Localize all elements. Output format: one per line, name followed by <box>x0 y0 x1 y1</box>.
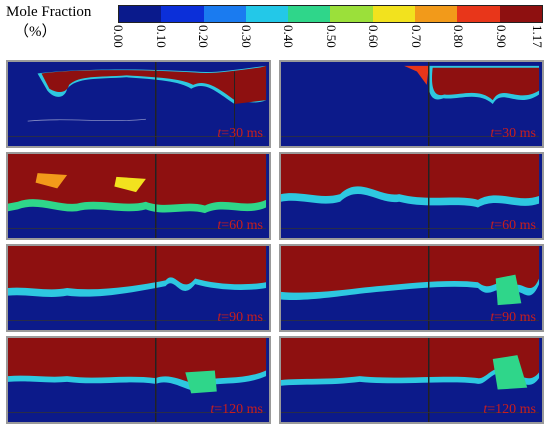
colorbar-tick-label: 0.20 <box>196 25 211 48</box>
time-label: t=30 ms <box>217 126 263 142</box>
time-variable: t <box>217 126 222 141</box>
time-label: t=120 ms <box>210 402 263 418</box>
time-value: =120 ms <box>487 402 536 417</box>
colorbar-tick-label: 1.17 <box>530 25 545 48</box>
colorbar-ticks: 0.00 0.10 0.20 0.30 0.40 0.50 0.60 0.70 … <box>111 25 545 57</box>
time-value: =60 ms <box>221 218 263 233</box>
time-value: =60 ms <box>494 218 536 233</box>
legend-unit: （%） <box>14 24 57 40</box>
simulation-panel-t60-right: t=60 ms <box>279 152 544 240</box>
panel-contour <box>281 246 542 330</box>
time-label: t=60 ms <box>490 218 536 234</box>
colorbar-tick-label: 0.30 <box>238 25 254 48</box>
time-value: =90 ms <box>494 310 536 325</box>
time-variable: t <box>217 218 222 233</box>
colorbar-segment <box>288 6 331 22</box>
time-label: t=90 ms <box>490 310 536 326</box>
legend-title-text: Mole Fraction <box>6 4 92 20</box>
colorbar-segment <box>330 6 373 22</box>
colorbar-segment <box>119 6 162 22</box>
time-label: t=120 ms <box>483 402 536 418</box>
colorbar-tick-label: 0.90 <box>493 25 509 48</box>
time-variable: t <box>483 402 488 417</box>
colorbar-tick-label: 0.00 <box>111 25 126 48</box>
colorbar-tick-label: 0.50 <box>323 25 339 48</box>
time-label: t=60 ms <box>217 218 263 234</box>
colorbar-segment <box>245 6 289 22</box>
time-value: =30 ms <box>494 126 536 141</box>
panel-contour <box>8 62 269 146</box>
panel-contour <box>281 154 542 238</box>
simulation-panel-t120-right: t=120 ms <box>279 336 544 424</box>
colorbar-segment <box>203 6 246 22</box>
colorbar <box>118 5 543 23</box>
simulation-panel-t90-left: t=90 ms <box>6 244 271 332</box>
panel-contour <box>281 62 542 146</box>
time-variable: t <box>210 402 215 417</box>
time-variable: t <box>490 126 495 141</box>
time-variable: t <box>217 310 222 325</box>
simulation-panel-t60-left: t=60 ms <box>6 152 271 240</box>
legend-title: Mole Fraction （%） <box>6 3 118 41</box>
colorbar-segment <box>161 6 204 22</box>
panel-contour <box>8 154 269 238</box>
panel-contour <box>8 338 269 422</box>
time-variable: t <box>490 310 495 325</box>
time-value: =30 ms <box>221 126 263 141</box>
time-variable: t <box>490 218 495 233</box>
time-value: =120 ms <box>214 402 263 417</box>
time-label: t=90 ms <box>217 310 263 326</box>
colorbar-tick-label: 0.10 <box>153 25 169 48</box>
time-value: =90 ms <box>221 310 263 325</box>
simulation-panel-t90-right: t=90 ms <box>279 244 544 332</box>
colorbar-segment <box>457 6 500 22</box>
colorbar-segment <box>499 6 542 22</box>
simulation-panel-t30-left: t=30 ms <box>6 60 271 148</box>
simulation-panel-t30-right: t=30 ms <box>279 60 544 148</box>
panel-contour <box>281 338 542 422</box>
colorbar-tick-label: 0.80 <box>451 25 466 48</box>
colorbar-segment <box>415 6 458 22</box>
colorbar-tick-label: 0.70 <box>408 25 424 48</box>
simulation-panel-t120-left: t=120 ms <box>6 336 271 424</box>
colorbar-tick-label: 0.60 <box>366 25 381 48</box>
colorbar-tick-label: 0.40 <box>281 25 296 48</box>
time-label: t=30 ms <box>490 126 536 142</box>
panel-contour <box>8 246 269 330</box>
colorbar-segment <box>372 6 416 22</box>
